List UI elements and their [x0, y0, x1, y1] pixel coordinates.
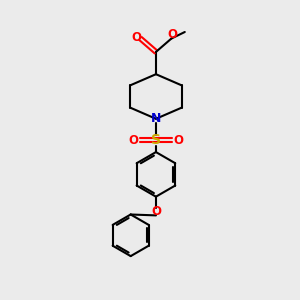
Text: O: O	[131, 31, 141, 44]
Text: S: S	[151, 133, 161, 147]
Text: O: O	[173, 134, 183, 147]
Text: O: O	[151, 205, 161, 218]
Text: O: O	[129, 134, 139, 147]
Text: N: N	[151, 112, 161, 125]
Text: O: O	[167, 28, 177, 40]
